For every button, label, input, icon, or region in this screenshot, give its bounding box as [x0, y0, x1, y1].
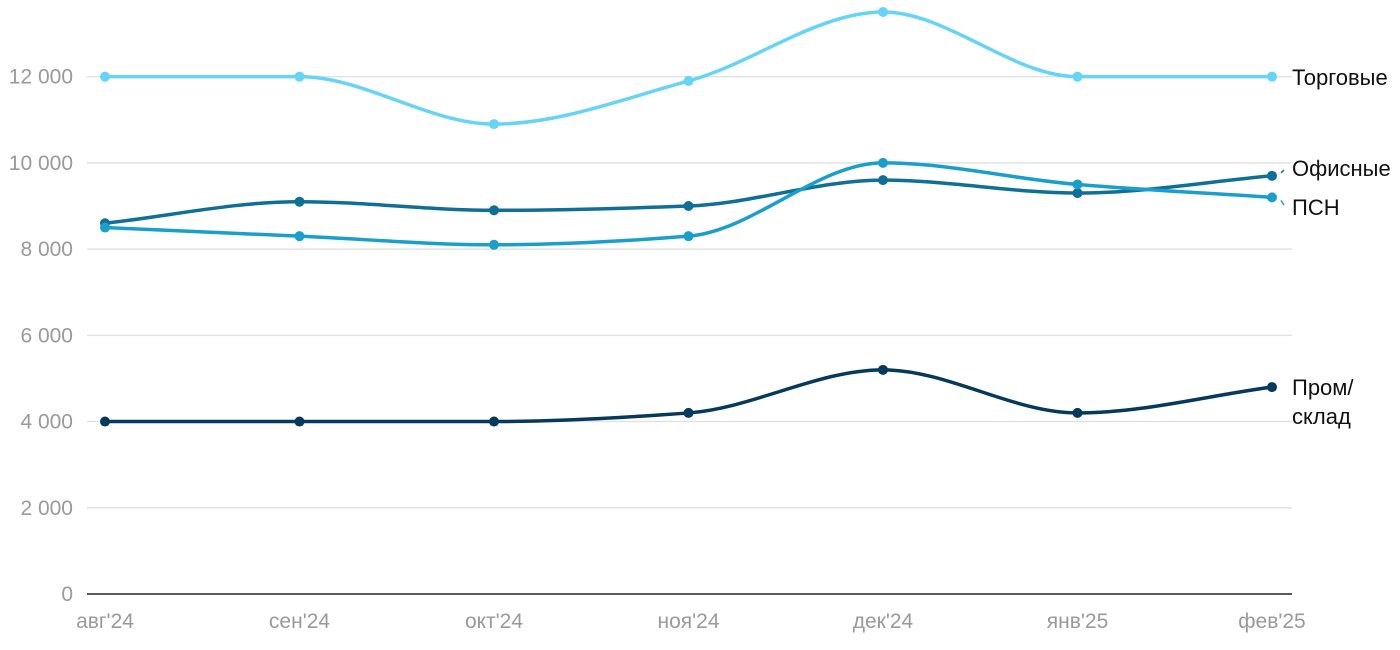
data-point [1072, 188, 1083, 199]
data-point [683, 407, 694, 418]
data-point [1267, 71, 1277, 82]
data-point [683, 231, 694, 242]
data-point [878, 364, 888, 375]
label-leader [1280, 169, 1285, 174]
y-tick-label: 4 000 [20, 411, 73, 434]
data-point [1072, 407, 1083, 418]
series-label-line: Пром/ [1292, 375, 1354, 400]
series-label-line: склад [1292, 404, 1351, 429]
series-label: ПСН [1292, 195, 1340, 220]
series-labels: Торговые Офисные ПСН Пром/склад [1280, 65, 1391, 429]
series-line [103, 10, 1274, 126]
x-tick-label: авг'24 [76, 610, 134, 633]
series-label-line: Торговые [1292, 65, 1388, 90]
data-point [100, 416, 110, 427]
data-point [294, 231, 305, 242]
data-point [100, 222, 110, 233]
x-axis-ticks: авг'24 сен'24 окт'24 ноя'24 дек'24 янв'25 фев'… [76, 610, 1306, 633]
data-point [294, 71, 305, 82]
data-point [1267, 382, 1277, 393]
x-tick-label: сен'24 [269, 610, 330, 633]
data-point [683, 75, 694, 86]
series-line [103, 174, 1274, 225]
series-label-line: Офисные [1292, 156, 1391, 181]
data-point [294, 196, 305, 207]
data-point [294, 416, 305, 427]
x-tick-label: янв'25 [1047, 610, 1109, 633]
y-tick-label: 10 000 [9, 152, 73, 175]
y-tick-label: 12 000 [9, 66, 73, 89]
y-tick-label: 2 000 [20, 497, 73, 520]
x-tick-label: ноя'24 [657, 610, 719, 633]
data-point [489, 205, 499, 216]
x-tick-label: фев'25 [1238, 610, 1305, 633]
data-point [1072, 179, 1083, 190]
series-lines [103, 10, 1274, 424]
data-point [1267, 170, 1277, 181]
data-point [100, 71, 110, 82]
label-leader [1280, 199, 1285, 206]
series-label: Офисные [1292, 156, 1391, 181]
data-point [683, 201, 694, 211]
x-tick-label: окт'24 [465, 610, 523, 633]
data-point [878, 175, 888, 186]
x-tick-label: дек'24 [853, 610, 914, 633]
data-point [489, 119, 499, 130]
gridlines [87, 75, 1292, 509]
y-tick-label: 6 000 [20, 324, 73, 347]
data-point [1267, 192, 1277, 203]
series-label: Пром/склад [1292, 375, 1354, 429]
data-point [489, 239, 499, 250]
series-label-line: ПСН [1292, 195, 1340, 220]
series-label: Торговые [1292, 65, 1388, 90]
data-point [878, 7, 888, 17]
series-points [100, 7, 1277, 427]
data-point [878, 157, 888, 168]
data-point [1072, 71, 1083, 82]
y-tick-label: 8 000 [20, 238, 73, 261]
y-axis-ticks: 0 2 000 4 000 6 000 8 000 10 000 12 000 [9, 66, 73, 606]
data-point [489, 416, 499, 427]
y-tick-label: 0 [61, 583, 73, 606]
